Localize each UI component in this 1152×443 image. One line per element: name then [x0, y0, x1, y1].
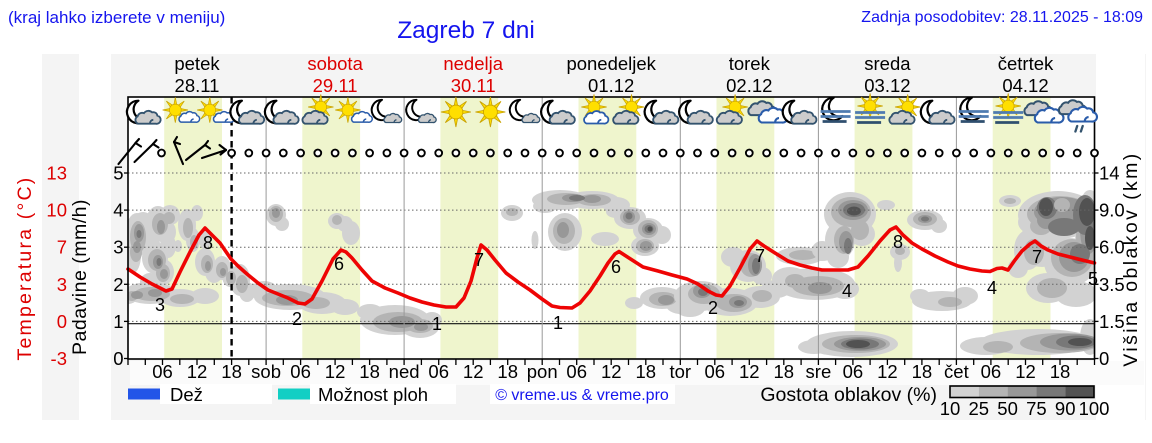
svg-text:10: 10	[940, 398, 961, 419]
svg-text:12: 12	[463, 361, 484, 382]
svg-text:06: 06	[981, 361, 1002, 382]
svg-text:1.5: 1.5	[1099, 311, 1125, 332]
svg-text:18: 18	[359, 361, 380, 382]
svg-text:sob: sob	[251, 361, 281, 382]
svg-text:3: 3	[155, 295, 165, 315]
svg-text:12: 12	[601, 361, 622, 382]
svg-text:Višina oblakov (km): Višina oblakov (km)	[1120, 151, 1142, 366]
svg-text:2: 2	[292, 309, 302, 329]
svg-text:12: 12	[187, 361, 208, 382]
svg-text:petek: petek	[174, 53, 220, 74]
svg-text:Gostota oblakov (%): Gostota oblakov (%)	[760, 384, 937, 406]
svg-text:100: 100	[1079, 398, 1110, 419]
svg-text:1: 1	[113, 311, 123, 332]
svg-text:13: 13	[46, 163, 67, 184]
svg-text:3.5: 3.5	[1099, 274, 1125, 295]
svg-text:90: 90	[1055, 398, 1076, 419]
svg-text:18: 18	[497, 361, 518, 382]
svg-text:sreda: sreda	[864, 53, 911, 74]
svg-text:7: 7	[474, 250, 484, 270]
svg-text:06: 06	[705, 361, 726, 382]
svg-text:5: 5	[1088, 269, 1098, 289]
svg-text:18: 18	[774, 361, 795, 382]
svg-text:6.0: 6.0	[1099, 237, 1125, 258]
svg-text:7: 7	[1032, 247, 1042, 267]
svg-text:0: 0	[1099, 348, 1109, 369]
svg-text:1: 1	[553, 313, 563, 333]
svg-text:Temperatura (°C): Temperatura (°C)	[14, 176, 36, 361]
svg-text:12: 12	[739, 361, 760, 382]
svg-text:18: 18	[912, 361, 933, 382]
svg-text:30.11: 30.11	[451, 75, 496, 96]
svg-text:03.12: 03.12	[864, 75, 910, 96]
svg-text:04.12: 04.12	[1002, 75, 1048, 96]
svg-text:4: 4	[113, 200, 123, 221]
svg-text:28.11: 28.11	[175, 75, 220, 96]
svg-text:18: 18	[1050, 361, 1071, 382]
svg-text:sobota: sobota	[307, 53, 363, 74]
svg-text:06: 06	[566, 361, 587, 382]
svg-text:02.12: 02.12	[726, 75, 772, 96]
svg-text:6: 6	[334, 254, 344, 274]
svg-text:18: 18	[221, 361, 242, 382]
svg-text:12: 12	[325, 361, 346, 382]
svg-text:četrtek: četrtek	[998, 53, 1054, 74]
svg-text:Padavine (mm/h): Padavine (mm/h)	[69, 199, 91, 355]
svg-text:3: 3	[57, 274, 67, 295]
svg-text:tor: tor	[670, 361, 692, 382]
svg-text:8: 8	[203, 233, 213, 253]
svg-text:-3: -3	[51, 348, 67, 369]
svg-text:Zadnja posodobitev: 28.11.2025: Zadnja posodobitev: 28.11.2025 - 18:09	[861, 9, 1143, 26]
svg-text:7: 7	[57, 237, 67, 258]
svg-text:2: 2	[708, 298, 718, 318]
svg-text:0: 0	[57, 311, 67, 332]
svg-text:8: 8	[893, 232, 903, 252]
svg-text:01.12: 01.12	[588, 75, 634, 96]
svg-text:7: 7	[755, 246, 765, 266]
svg-text:sre: sre	[806, 361, 832, 382]
svg-text:4: 4	[987, 278, 997, 298]
svg-text:(kraj lahko izberete v meniju): (kraj lahko izberete v meniju)	[8, 8, 225, 27]
svg-text:3: 3	[113, 237, 123, 258]
svg-text:06: 06	[843, 361, 864, 382]
svg-text:ponedeljek: ponedeljek	[566, 53, 656, 74]
svg-text:12: 12	[1015, 361, 1036, 382]
svg-text:29.11: 29.11	[313, 75, 358, 96]
svg-text:9.0: 9.0	[1099, 200, 1125, 221]
svg-text:75: 75	[1026, 398, 1047, 419]
svg-text:06: 06	[428, 361, 449, 382]
svg-text:06: 06	[152, 361, 173, 382]
svg-text:čet: čet	[944, 361, 969, 382]
svg-text:12: 12	[877, 361, 898, 382]
svg-text:0: 0	[113, 348, 123, 369]
svg-text:25: 25	[969, 398, 990, 419]
svg-text:5: 5	[113, 163, 123, 184]
svg-text:nedelja: nedelja	[443, 53, 503, 74]
svg-text:18: 18	[636, 361, 657, 382]
svg-text:Dež: Dež	[170, 384, 203, 405]
svg-text:06: 06	[290, 361, 311, 382]
svg-text:10: 10	[46, 200, 67, 221]
svg-text:© vreme.us & vreme.pro: © vreme.us & vreme.pro	[495, 387, 669, 404]
svg-text:Zagreb 7 dni: Zagreb 7 dni	[397, 17, 535, 44]
svg-text:1: 1	[432, 314, 442, 334]
svg-text:pon: pon	[527, 361, 558, 382]
svg-text:50: 50	[997, 398, 1018, 419]
svg-text:14: 14	[1099, 163, 1120, 184]
svg-text:2: 2	[113, 274, 123, 295]
svg-text:Možnost ploh: Možnost ploh	[318, 384, 428, 405]
svg-text:6: 6	[611, 257, 621, 277]
svg-text:4: 4	[842, 281, 852, 301]
svg-text:ned: ned	[389, 361, 420, 382]
svg-text:torek: torek	[729, 53, 771, 74]
